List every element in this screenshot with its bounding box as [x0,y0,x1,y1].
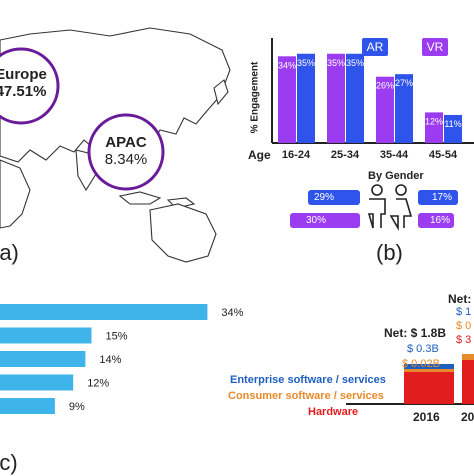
bar-vr-35-44 [395,74,413,143]
hardware-partial: $ 3 [456,334,472,346]
hbar-4 [0,398,55,414]
bar-2016-hardware [404,372,454,404]
male-icon [367,184,386,229]
bar-2016-consumer [404,369,454,372]
gender-ar-bar-2: 30% [290,213,360,228]
gender-ar-value-2: 30% [306,215,327,226]
bar-vr-16-24 [297,53,315,143]
europe-bubble [0,47,60,125]
bar-label-vr-16-24: 35% [297,58,315,68]
hbar-3 [0,374,74,391]
bar-vr-45-54 [444,114,462,143]
gender-vr-value-2: 16% [430,215,451,226]
bar-ar-45-54 [425,112,443,143]
legend-ar-text: AR [366,40,384,54]
legend-consumer: Consumer software / services [228,390,384,402]
legend-vr-text: VR [426,40,444,54]
panel-a-label: (a) [0,240,19,265]
tick-label-25-34: 25-34 [331,149,360,161]
year-next: 20 [461,410,474,424]
bar-label-ar-25-34: 35% [327,58,345,68]
panel-b-label: (b) [376,240,403,265]
age-axis-label: Age [248,148,271,162]
gender-title: By Gender [368,170,424,182]
europe-name: Europe [0,66,47,83]
legend-hardware: Hardware [308,406,359,418]
tick-label-45-54: 45-54 [429,149,458,161]
hbar-label-2: 14% [99,354,121,366]
panel-c-label: (c) [0,450,18,475]
europe-label: Europe 47.51% [0,66,52,100]
gender-ar-value-1: 29% [314,192,335,203]
enterprise-partial: $ 1 [456,306,472,318]
net-label-2016: Net: $ 1.8B [384,326,447,340]
apac-name: APAC [105,134,147,151]
japan-island [213,79,229,106]
consumer-value: $ 0.02B [402,358,440,370]
gender-vr-value-1: 17% [432,192,453,203]
net-label-next: Net: [448,292,472,306]
bar-label-ar-45-54: 12% [425,116,443,126]
bar-ar-25-34 [327,53,345,143]
legend-enterprise: Enterprise software / services [230,374,386,386]
bar-label-ar-35-44: 26% [376,81,394,91]
female-icon [389,184,413,231]
bar-label-vr-25-34: 35% [346,58,364,68]
bar-ar-35-44 [376,76,394,143]
bar-label-vr-35-44: 27% [395,78,413,88]
asia-landmass [0,27,231,163]
hbar-label-1: 15% [106,331,128,343]
apac-label: APAC 8.34% [94,134,158,168]
year-2016: 2016 [413,410,440,424]
enterprise-value: $ 0.3B [407,343,439,355]
hbar-0 [0,304,208,320]
hbar-2 [0,351,86,367]
consumer-partial: $ 0 [456,320,472,332]
gender-vr-bar-1: 17% [418,190,458,205]
tick-label-16-24: 16-24 [282,149,311,161]
bar-2016-enterprise [404,364,454,369]
africa-landmass [0,159,31,229]
hbar-1 [0,327,92,344]
bar-ar-16-24 [278,56,296,143]
hbar-label-0: 34% [221,307,243,319]
tick-label-35-44: 35-44 [380,149,409,161]
bar-label-vr-45-54: 11% [444,119,461,129]
hbar-label-3: 12% [87,378,109,390]
bar-vr-25-34 [346,53,364,143]
gender-vr-bar-2: 16% [418,213,454,228]
world-map [0,27,231,263]
apac-value: 8.34% [104,151,148,168]
legend-vr: VR [422,38,448,56]
hardware-value: $ 1.5B [407,373,439,385]
legend-ar: AR [362,38,388,56]
hbar-label-4: 9% [69,401,85,413]
bar-next-consumer [462,354,474,360]
apac-bubble [87,113,165,191]
australia-landmass [149,203,217,263]
gender-ar-bar-1: 29% [308,190,360,205]
europe-value: 47.51% [0,83,47,100]
bar-label-ar-16-24: 34% [278,60,296,70]
bar-next-hardware [462,360,474,404]
